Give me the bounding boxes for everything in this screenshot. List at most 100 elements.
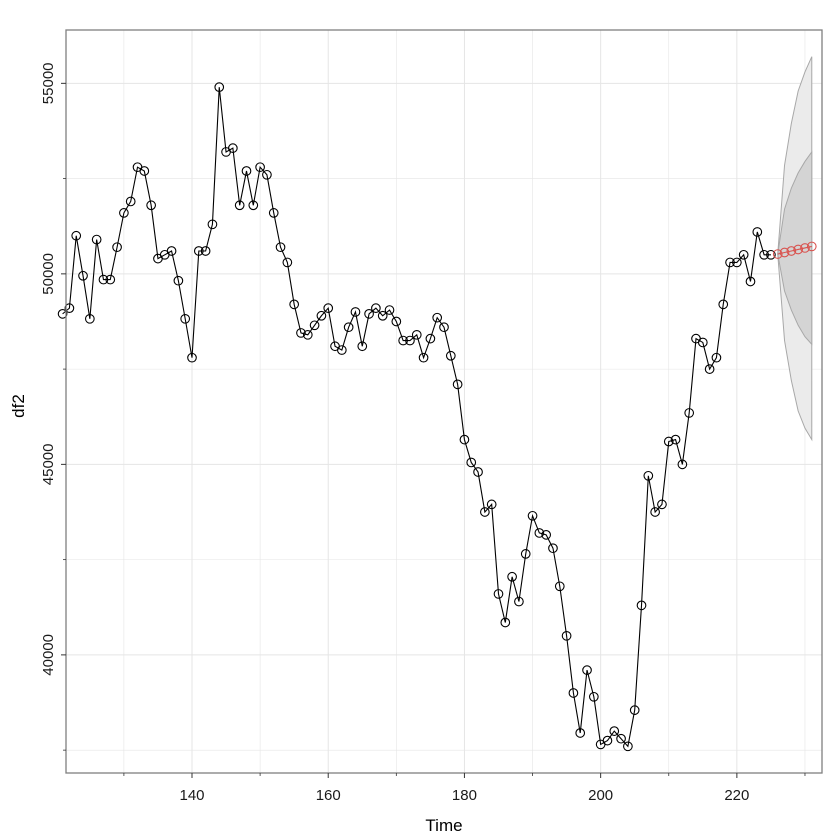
observed-point [445, 350, 456, 361]
observed-point [738, 249, 749, 260]
observed-point [425, 333, 436, 344]
observed-point [105, 274, 116, 285]
forecast-point [779, 247, 790, 258]
observed-point [582, 665, 592, 675]
observed-point [275, 242, 286, 253]
observed-point [187, 352, 197, 363]
observed-point [602, 735, 613, 746]
observed-point [500, 617, 511, 628]
observed-series-line [62, 87, 771, 748]
observed-point [657, 499, 667, 510]
y-tick-label: 50000 [40, 253, 57, 295]
observed-point [71, 230, 82, 241]
observed-point [350, 307, 361, 317]
forecast-point [772, 249, 783, 259]
observed-point [629, 705, 640, 715]
observed-point [568, 688, 579, 698]
observed-point [323, 303, 334, 314]
observed-point [704, 364, 715, 374]
observed-point [636, 600, 647, 611]
observed-point [384, 305, 395, 315]
observed-point [125, 196, 136, 207]
observed-point [316, 310, 327, 321]
observed-point [588, 691, 599, 702]
observed-point [663, 436, 674, 447]
observed-point [343, 322, 354, 333]
x-tick-label: 200 [588, 787, 613, 804]
observed-point [541, 530, 552, 540]
observed-point [473, 467, 483, 477]
observed-point [759, 249, 769, 260]
observed-point [398, 335, 408, 346]
observed-point [752, 227, 763, 237]
observed-point [466, 457, 477, 468]
observed-point [241, 166, 252, 176]
observed-point [78, 270, 88, 281]
observed-point [200, 246, 211, 256]
observed-point [91, 234, 102, 245]
observed-point [207, 219, 218, 230]
observed-point [575, 728, 586, 738]
observed-point [534, 528, 545, 538]
forecast-series-line [777, 245, 812, 255]
axes: 140 160 180 200 220 40000 45000 50000 55000 [40, 29, 823, 804]
y-axis-title: df2 [9, 394, 28, 418]
observed-point [480, 507, 490, 517]
observed-point [336, 345, 347, 355]
observed-point [548, 543, 558, 554]
observed-point [711, 352, 722, 363]
observed-point [228, 143, 238, 153]
y-tick-label: 40000 [40, 634, 57, 676]
observed-point [452, 379, 463, 390]
forecast-point [806, 241, 817, 252]
observed-point [248, 200, 259, 211]
observed-point [684, 408, 695, 418]
observed-point [364, 309, 374, 319]
observed-point [493, 589, 504, 599]
observed-point [357, 341, 368, 352]
observed-point [289, 299, 300, 310]
observed-point [439, 322, 449, 333]
observed-point [486, 499, 497, 510]
observed-point [725, 257, 735, 268]
x-axis-title: Time [425, 816, 462, 835]
observed-point [670, 434, 681, 445]
observed-point [377, 310, 388, 321]
observed-point [391, 316, 402, 327]
observed-point [302, 329, 313, 340]
observed-point [112, 242, 122, 253]
observed-point [57, 309, 68, 319]
observed-point [623, 741, 633, 752]
x-tick-label: 140 [179, 787, 204, 804]
observed-point [193, 246, 204, 256]
observed-point [268, 208, 279, 218]
observed-point [732, 257, 742, 268]
y-tick-label: 45000 [40, 444, 57, 486]
observed-point [432, 312, 443, 323]
observed-point [561, 630, 572, 641]
observed-point [697, 337, 708, 348]
observed-point [718, 299, 729, 310]
x-tick-label: 160 [316, 787, 341, 804]
observed-point [84, 313, 95, 324]
observed-point [146, 200, 156, 211]
observed-point [98, 274, 109, 285]
observed-point [309, 320, 320, 331]
observed-point [371, 303, 381, 314]
observed-point [262, 169, 272, 180]
observed-point [520, 549, 531, 559]
observed-point [459, 434, 470, 445]
observed-point [255, 162, 265, 173]
observed-point [418, 352, 429, 363]
observed-point [616, 733, 626, 744]
observed-point [139, 166, 150, 176]
observed-point [64, 303, 75, 314]
x-tick-label: 180 [452, 787, 477, 804]
observed-point [411, 329, 422, 340]
observed-point [180, 313, 191, 324]
observed-point [527, 510, 538, 521]
observed-point [650, 507, 660, 517]
